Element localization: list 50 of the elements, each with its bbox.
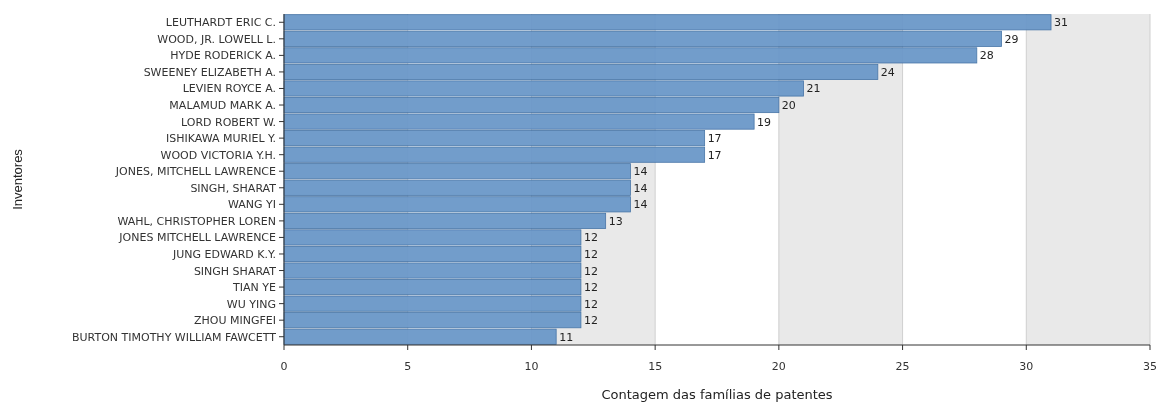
data-label: 12 <box>583 231 598 245</box>
y-tick-label: WU YING <box>226 297 276 311</box>
x-tick-label: 25 <box>895 360 910 373</box>
x-tick-label: 35 <box>1143 360 1157 373</box>
data-label: 13 <box>608 214 623 228</box>
data-label: 29 <box>1004 32 1019 46</box>
y-tick-label: WOOD, JR. LOWELL L. <box>157 32 276 46</box>
x-tick-label: 5 <box>404 360 412 373</box>
data-label: 17 <box>707 132 722 146</box>
y-tick-label: SINGH SHARAT <box>193 264 277 278</box>
data-label: 12 <box>583 314 598 328</box>
data-label: 28 <box>979 49 994 63</box>
y-tick-label: BURTON TIMOTHY WILLIAM FAWCETT <box>72 330 277 344</box>
data-label: 12 <box>583 297 598 311</box>
y-tick-label: LEUTHARDT ERIC C. <box>165 16 276 30</box>
data-label: 14 <box>633 165 648 179</box>
y-tick-label: LORD ROBERT W. <box>181 115 276 129</box>
y-tick-label: JUNG EDWARD K.Y. <box>171 247 276 261</box>
y-tick-label: SWEENEY ELIZABETH A. <box>143 65 276 79</box>
y-tick-label: HYDE RODERICK A. <box>170 49 276 63</box>
data-label: 31 <box>1054 16 1069 30</box>
data-label: 12 <box>583 264 598 278</box>
data-label: 12 <box>583 247 598 261</box>
data-label: 20 <box>781 99 796 113</box>
x-tick-label: 10 <box>524 360 539 373</box>
y-tick-label: ZHOU MINGFEI <box>193 314 276 328</box>
x-tick-label: 0 <box>280 360 288 373</box>
x-tick-label: 15 <box>648 360 663 373</box>
data-label: 21 <box>806 82 821 96</box>
y-tick-label: TIAN YE <box>232 281 277 295</box>
y-axis-title: Inventores <box>10 148 25 210</box>
x-tick-label: 20 <box>771 360 786 373</box>
y-tick-label: MALAMUD MARK A. <box>169 99 276 113</box>
data-label: 11 <box>559 330 574 344</box>
data-label: 14 <box>633 181 648 195</box>
data-label: 12 <box>583 281 598 295</box>
y-tick-label: SINGH, SHARAT <box>190 181 277 195</box>
x-axis-title: Contagem das famílias de patentes <box>601 387 833 402</box>
x-tick-label: 30 <box>1019 360 1034 373</box>
data-label: 14 <box>633 198 648 212</box>
data-label: 24 <box>880 65 895 79</box>
y-tick-label: ISHIKAWA MURIEL Y. <box>166 132 276 146</box>
data-label: 19 <box>757 115 772 129</box>
y-tick-label: JONES, MITCHELL LAWRENCE <box>114 165 277 179</box>
data-label: 17 <box>707 148 722 162</box>
y-tick-label: LEVIEN ROYCE A. <box>182 82 276 96</box>
y-tick-label: JONES MITCHELL LAWRENCE <box>118 231 277 245</box>
y-tick-label: WOOD VICTORIA Y.H. <box>160 148 276 162</box>
y-tick-label: WANG YI <box>227 198 276 212</box>
y-tick-label: WAHL, CHRISTOPHER LOREN <box>117 214 276 228</box>
